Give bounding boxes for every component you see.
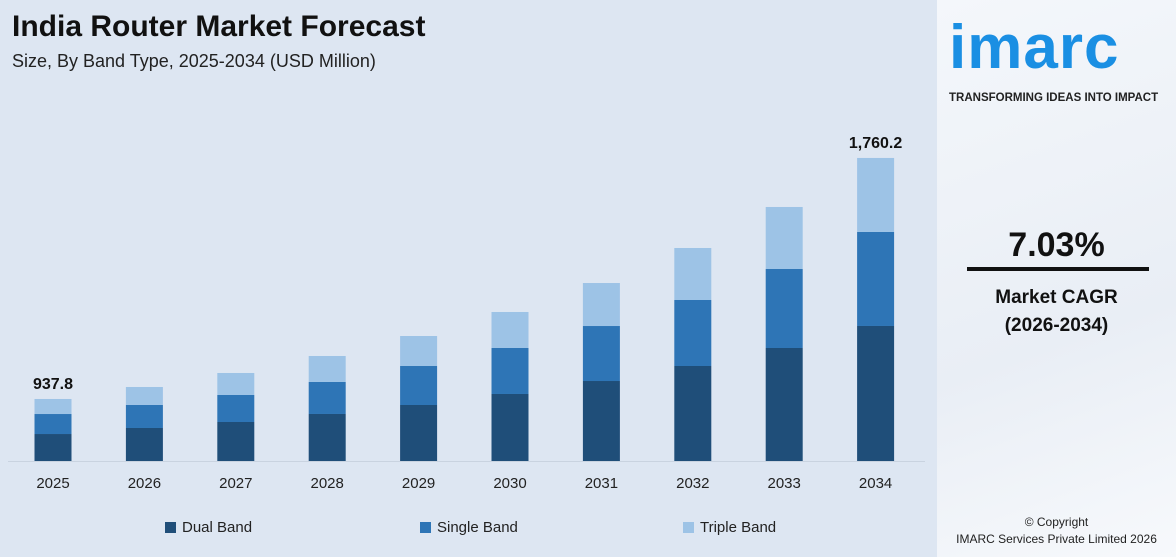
bar-segment-single-band-2032	[674, 300, 712, 367]
bar-segment-single-band-2025	[34, 414, 72, 435]
logo-tagline: TRANSFORMING IDEAS INTO IMPACT	[949, 92, 1159, 104]
imarc-logo: imarc	[949, 13, 1120, 82]
bar-segment-single-band-2031	[582, 326, 620, 382]
legend-swatch	[420, 522, 431, 533]
bar-segment-triple-band-2026	[125, 386, 163, 405]
bar-segment-triple-band-2028	[308, 355, 346, 382]
x-tick-label: 2031	[585, 475, 618, 492]
chart-title: India Router Market Forecast	[12, 10, 426, 43]
bar-segment-single-band-2029	[400, 366, 438, 406]
copyright: © Copyright IMARC Services Private Limit…	[937, 514, 1176, 548]
bar-segment-triple-band-2034	[857, 157, 895, 232]
legend-item-single-band: Single Band	[420, 519, 518, 536]
bar-segment-triple-band-2033	[765, 206, 803, 270]
bar-segment-dual-band-2029	[400, 405, 438, 461]
x-tick-label: 2025	[36, 475, 69, 492]
bar-segment-dual-band-2033	[765, 348, 803, 461]
bar-segment-triple-band-2025	[34, 398, 72, 415]
bar-segment-dual-band-2034	[857, 325, 895, 461]
company-name: IMARC Services Private Limited 2026	[956, 532, 1157, 546]
bar-segment-single-band-2034	[857, 231, 895, 326]
chart-panel: India Router Market Forecast Size, By Ba…	[0, 0, 937, 557]
bar-segment-dual-band-2030	[491, 393, 529, 461]
chart-subtitle: Size, By Band Type, 2025-2034 (USD Milli…	[12, 51, 376, 71]
bar-segment-triple-band-2032	[674, 247, 712, 301]
bar-segment-dual-band-2028	[308, 413, 346, 461]
bar-segment-triple-band-2030	[491, 311, 529, 348]
bar-segment-triple-band-2031	[582, 283, 620, 327]
bar-segment-dual-band-2025	[34, 434, 72, 461]
legend-label: Single Band	[437, 519, 518, 536]
legend-item-triple-band: Triple Band	[683, 519, 776, 536]
data-label: 1,760.2	[849, 135, 902, 152]
legend-label: Triple Band	[700, 519, 777, 536]
x-tick-label: 2027	[219, 475, 252, 492]
divider	[967, 267, 1149, 271]
x-tick-label: 2029	[402, 475, 435, 492]
x-tick-label: 2032	[676, 475, 709, 492]
bar-segment-single-band-2026	[125, 404, 163, 428]
x-tick-label: 2028	[311, 475, 344, 492]
bar-segment-single-band-2033	[765, 269, 803, 349]
bar-segment-single-band-2027	[217, 394, 255, 422]
bar-segment-single-band-2030	[491, 347, 529, 394]
cagr-period: (2026-2034)	[1004, 315, 1109, 336]
cagr-value: 7.03%	[1008, 226, 1105, 264]
bar-segment-triple-band-2029	[400, 336, 438, 367]
sidebar: imarc TRANSFORMING IDEAS INTO IMPACT 7.0…	[937, 0, 1176, 557]
bar-segment-dual-band-2031	[582, 381, 620, 461]
legend-item-dual-band: Dual Band	[165, 519, 252, 536]
bar-segment-triple-band-2027	[217, 372, 255, 395]
stacked-bar-chart: 2025 937.8 2026 2027 2028 2029 2030 2031 2032 203…	[8, 135, 925, 492]
x-tick-label: 2033	[768, 475, 801, 492]
x-tick-label: 2026	[128, 475, 161, 492]
bar-segment-dual-band-2032	[674, 366, 712, 461]
data-label: 937.8	[33, 376, 73, 393]
cagr-label: Market CAGR	[995, 287, 1118, 308]
legend-label: Dual Band	[182, 519, 253, 536]
bar-segment-dual-band-2026	[125, 427, 163, 461]
legend-swatch	[683, 522, 694, 533]
cagr-label-block: Market CAGR (2026-2034)	[937, 284, 1176, 340]
bar-segment-single-band-2028	[308, 381, 346, 414]
x-tick-label: 2034	[859, 475, 892, 492]
x-tick-label: 2030	[493, 475, 526, 492]
copyright-text: © Copyright	[1024, 515, 1089, 529]
legend-swatch	[165, 522, 176, 533]
bar-segment-dual-band-2027	[217, 421, 255, 461]
